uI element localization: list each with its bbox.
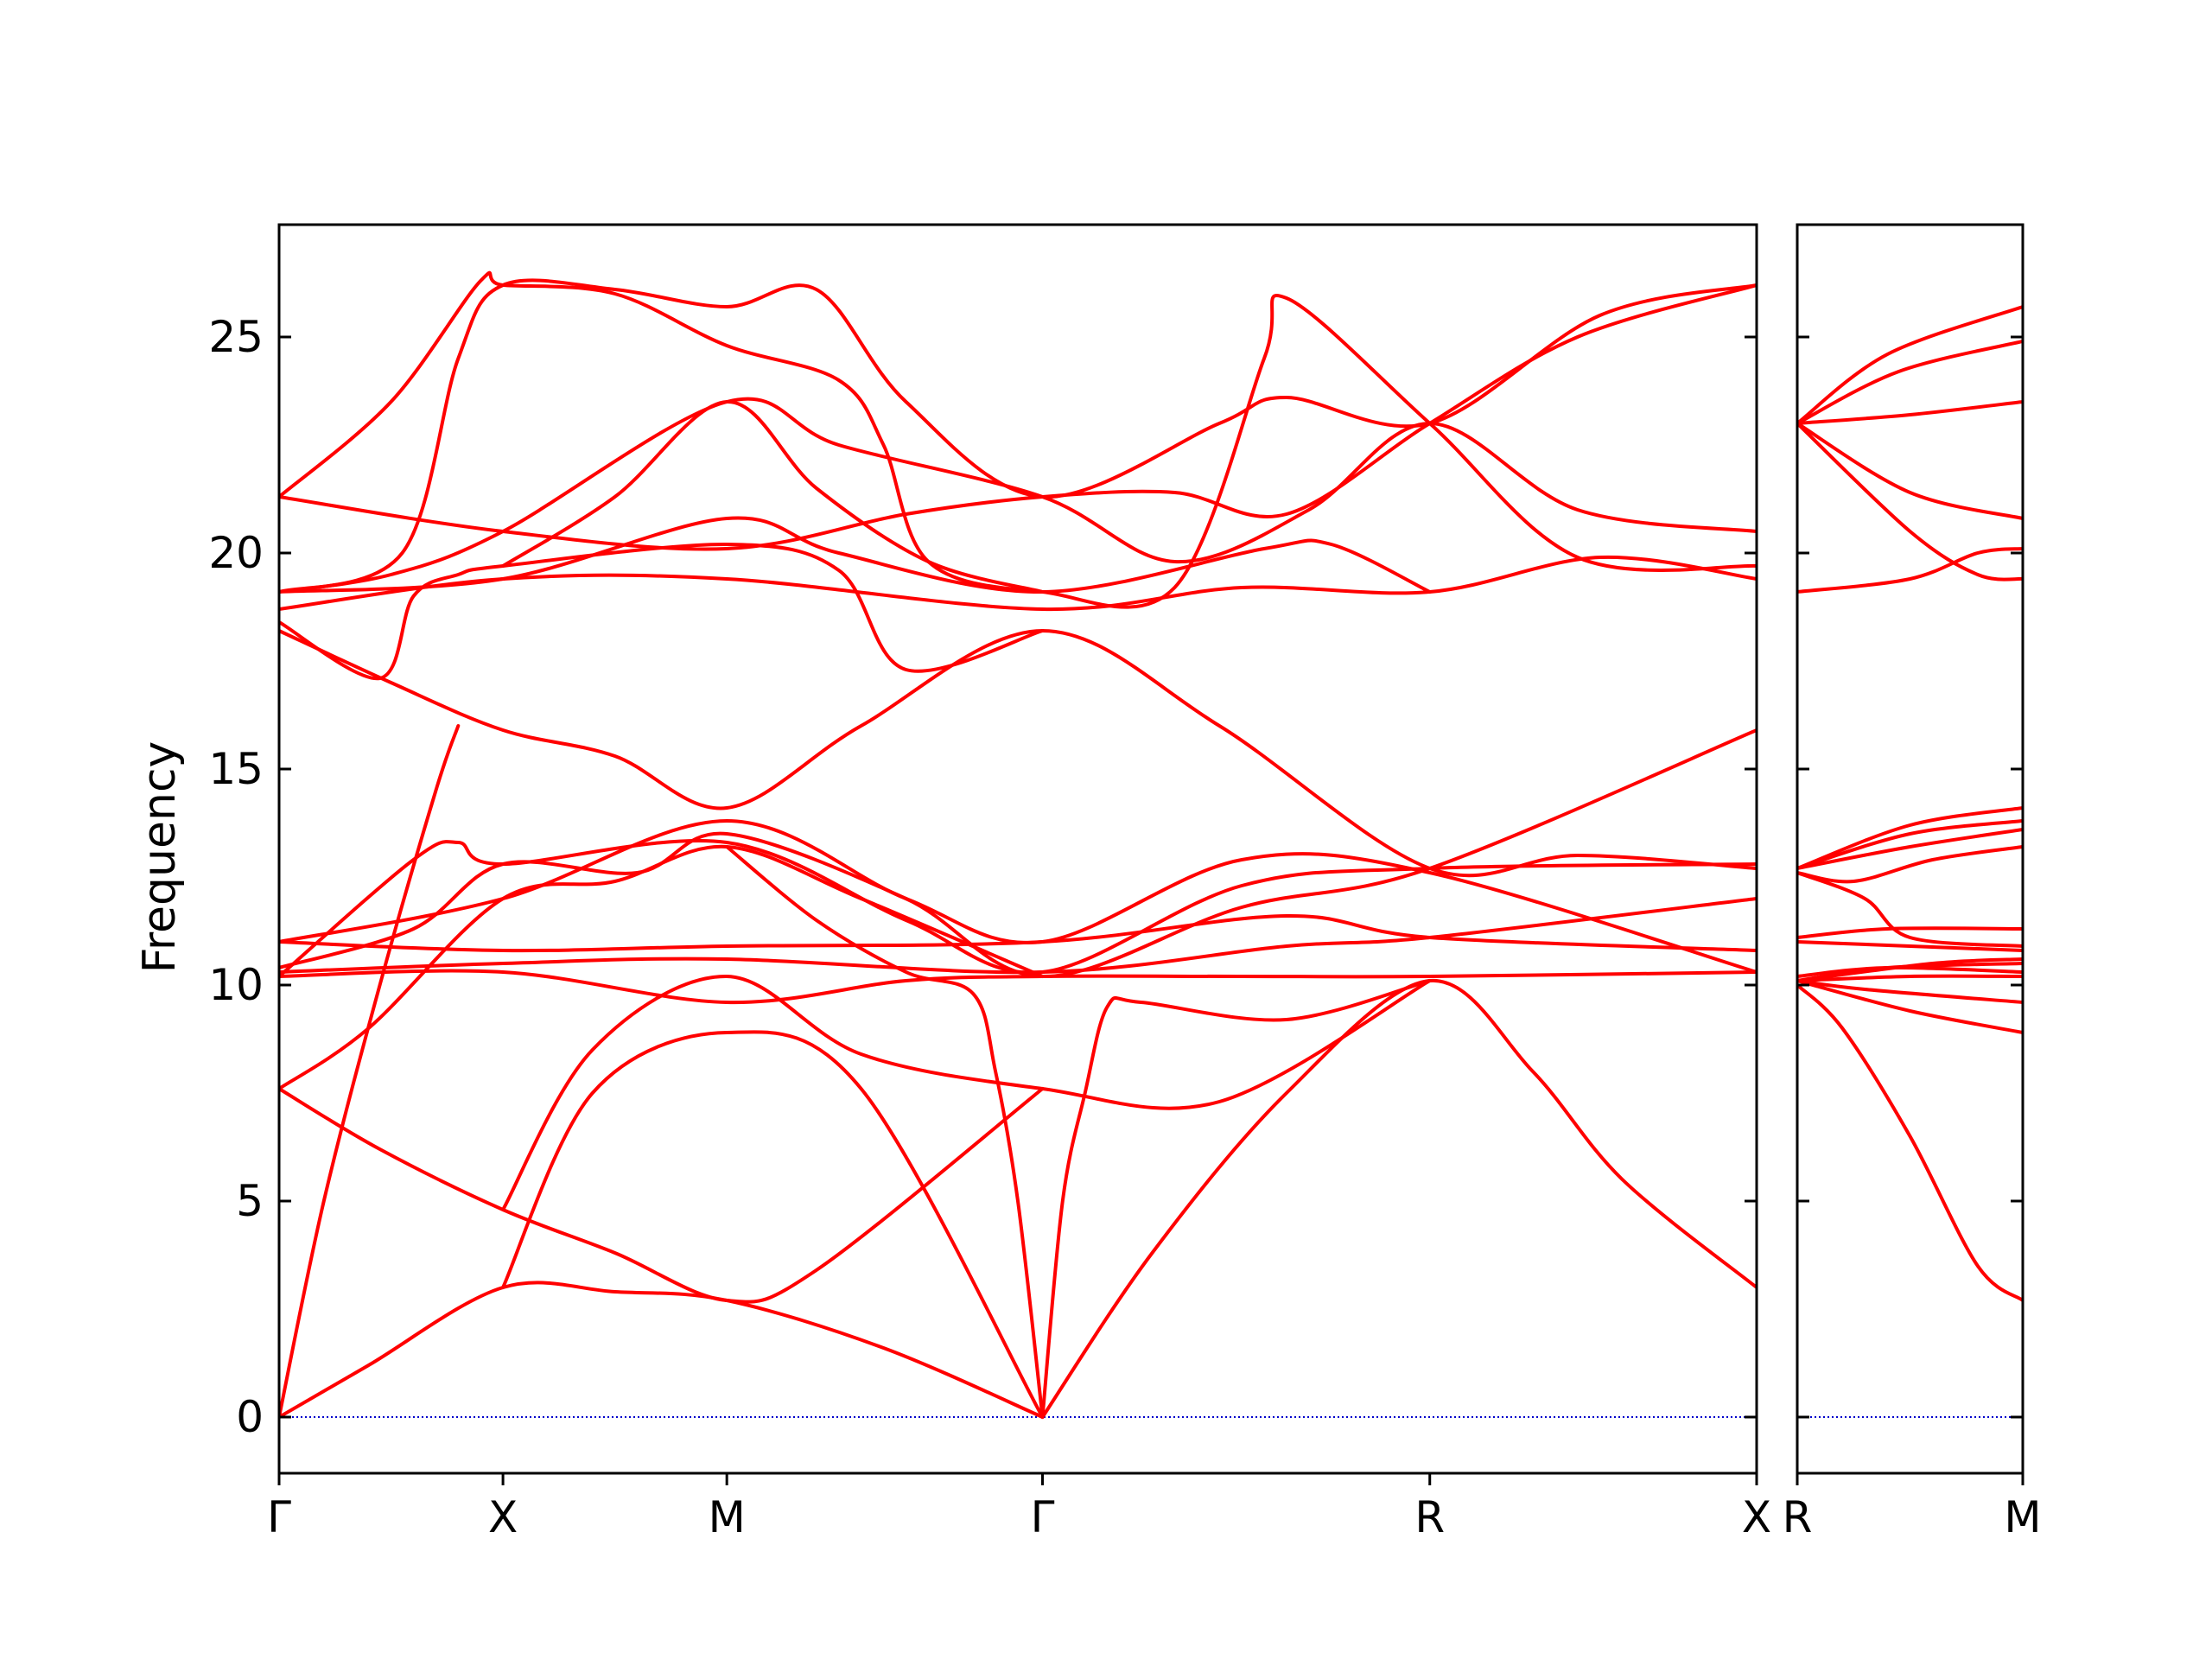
phonon-band-line: [279, 397, 1757, 594]
y-tick-label: 0: [236, 1392, 264, 1442]
phonon-band-line: [279, 278, 1757, 594]
phonon-band-line: [279, 724, 461, 1419]
phonon-band-line: [1797, 979, 2023, 1034]
phonon-band-line: [279, 897, 1757, 975]
phonon-band-line: [1040, 978, 1757, 1419]
phonon-band-line: [1797, 305, 2023, 425]
phonon-band-line: [1797, 926, 2023, 939]
phonon-band-line: [1797, 806, 2023, 870]
phonon-band-line: [1797, 871, 2023, 948]
x-tick-label: Γ: [1031, 1492, 1055, 1542]
phonon-band-line: [279, 1281, 1045, 1419]
phonon-band-line: [501, 1030, 1045, 1419]
y-tick-label: 25: [208, 312, 264, 362]
phonon-band-line: [1797, 940, 2023, 952]
phonon-band-line: [279, 283, 1757, 551]
phonon-band-line: [279, 629, 1757, 878]
phonon-band-line: [1797, 957, 2023, 982]
phonon-band-line: [279, 913, 1757, 953]
phonon-band-line: [1797, 547, 2023, 594]
band-group: [1797, 305, 2023, 1302]
phonon-band-line: [1797, 983, 2023, 1302]
x-tick-label: Γ: [267, 1492, 291, 1542]
phonon-band-line: [1797, 422, 2023, 520]
phonon-band-line: [279, 270, 1757, 609]
y-tick-label: 10: [208, 960, 264, 1010]
phonon-band-line: [279, 819, 1757, 974]
y-tick-label: 5: [236, 1176, 264, 1226]
phonon-band-line: [1797, 819, 2023, 870]
plot-frame: [1796, 223, 2024, 1475]
x-tick-label: R: [1414, 1492, 1445, 1542]
phonon-band-line: [1797, 979, 2023, 1004]
phonon-band-line: [279, 542, 1045, 681]
x-tick-label: R: [1783, 1492, 1813, 1542]
panel-main-path: 0 5 10 15 20 25 Γ X M Γ R X: [208, 223, 1771, 1542]
phonon-band-line: [279, 728, 1757, 979]
phonon-band-line: [279, 1087, 1045, 1304]
y-tick-label: 20: [208, 528, 264, 578]
x-tick-label: X: [1742, 1492, 1771, 1542]
phonon-band-line: [1797, 828, 2023, 870]
phonon-band-line: [1797, 400, 2023, 425]
band-group: [279, 270, 1757, 1419]
x-tick-label: X: [488, 1492, 518, 1542]
x-tick-label: M: [709, 1492, 746, 1542]
y-axis-label: Frequency: [134, 741, 186, 974]
plot-frame: [277, 223, 1758, 1475]
phonon-band-line: [279, 555, 1757, 612]
phonon-band-line: [1797, 340, 2023, 425]
x-tick-label: M: [2004, 1492, 2041, 1542]
phonon-band-line: [1797, 974, 2023, 982]
phonon-band-line: [501, 399, 1045, 594]
phonon-band-line: [1797, 845, 2023, 884]
phonon-band-line: [725, 845, 1045, 1419]
phonon-band-line: [279, 838, 1757, 978]
phonon-band-line: [1797, 422, 2023, 582]
y-tick-label: 15: [208, 744, 264, 794]
phonon-band-line: [501, 974, 1432, 1211]
phonon-band-line: [1040, 979, 1432, 1419]
phonon-band-line: [279, 969, 1757, 1005]
phonon-band-line: [279, 516, 1432, 594]
